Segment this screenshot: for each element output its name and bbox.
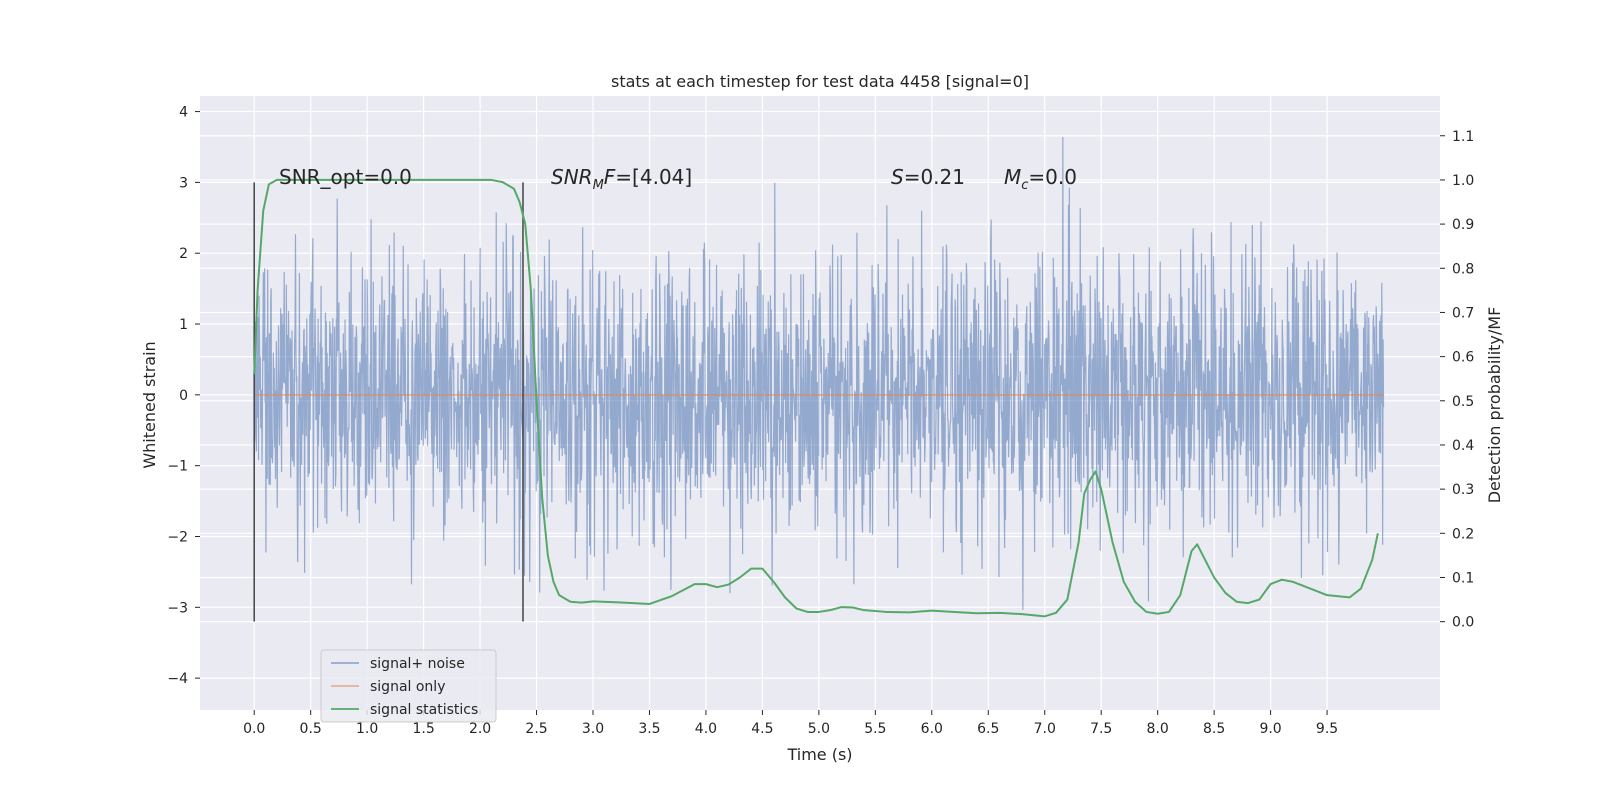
y-right-tick-label-2: 0.9 <box>1452 217 1474 233</box>
y-right-tick-label-9: 0.2 <box>1452 526 1474 542</box>
x-tick-label-9: 4.5 <box>751 721 773 737</box>
annotations: SNR_opt=0.0 SNRMF=[4.04] S=0.21 Mc=0.0 <box>279 165 1077 193</box>
y-right-tick-label-0: 1.1 <box>1452 129 1474 145</box>
legend: signal+ noise signal only signal statist… <box>320 649 497 723</box>
y-left-tick-label-2: 2 <box>179 246 188 262</box>
legend-label-signal-noise: signal+ noise <box>370 656 465 672</box>
y-right-tick-label-1: 1.0 <box>1452 173 1474 189</box>
y-right-tick-label-3: 0.8 <box>1452 261 1474 277</box>
y-right-tick-label-11: 0.0 <box>1452 615 1474 631</box>
x-tick-label-10: 5.0 <box>808 721 830 737</box>
annotation-mc: Mc=0.0 <box>1004 165 1077 193</box>
x-tick-label-1: 0.5 <box>300 721 322 737</box>
x-tick-label-3: 1.5 <box>412 721 434 737</box>
y-right-tick-label-4: 0.7 <box>1452 305 1474 321</box>
signal-statistics-line <box>253 178 1379 618</box>
y-right-axis-ticks: 1.1 1.0 0.9 0.8 0.7 0.6 0.5 0.4 0.3 0.2 0.1 0.0 <box>1440 129 1474 631</box>
annotation-s: S=0.21 <box>891 165 965 189</box>
x-tick-label-11: 5.5 <box>864 721 886 737</box>
y-right-tick-label-8: 0.3 <box>1452 482 1474 498</box>
x-tick-label-2: 1.0 <box>356 721 378 737</box>
annotation-snr-opt: SNR_opt=0.0 <box>279 165 412 189</box>
legend-label-signal-statistics: signal statistics <box>370 702 478 718</box>
x-tick-label-13: 6.5 <box>977 721 999 737</box>
y-right-tick-label-5: 0.6 <box>1452 350 1474 366</box>
x-tick-label-16: 8.0 <box>1147 721 1169 737</box>
x-tick-label-8: 4.0 <box>695 721 717 737</box>
x-axis-ticks: 0.0 0.5 1.0 1.5 2.0 2.5 3.0 3.5 4.0 4.5 5.0 5.5 6.0 6… <box>243 710 1338 737</box>
y-right-axis-label: Detection probability/MF <box>1485 307 1504 504</box>
y-left-tick-label-6: −2 <box>167 529 188 545</box>
annotation-snr-mf: SNRMF=[4.04] <box>551 165 692 193</box>
x-tick-label-15: 7.5 <box>1090 721 1112 737</box>
y-left-tick-label-4: 0 <box>179 388 188 404</box>
y-left-tick-label-8: −4 <box>167 671 188 687</box>
x-tick-label-12: 6.0 <box>921 721 943 737</box>
chart-title: stats at each timestep for test data 445… <box>611 72 1029 91</box>
x-tick-label-19: 9.5 <box>1316 721 1338 737</box>
y-right-tick-label-7: 0.4 <box>1452 438 1474 454</box>
y-left-tick-label-5: −1 <box>167 459 188 475</box>
x-tick-label-4: 2.0 <box>469 721 491 737</box>
series-signal-statistics <box>253 178 1379 618</box>
vertical-markers <box>253 182 524 622</box>
legend-box <box>320 649 497 723</box>
y-left-axis-ticks: 4 3 2 1 0 −1 −2 −3 −4 <box>167 105 200 687</box>
x-tick-label-7: 3.5 <box>638 721 660 737</box>
x-tick-label-6: 3.0 <box>582 721 604 737</box>
y-left-tick-label-7: −3 <box>167 600 188 616</box>
y-left-tick-label-3: 1 <box>179 317 188 333</box>
series-signal-noise <box>253 136 1385 610</box>
y-right-tick-label-10: 0.1 <box>1452 570 1474 586</box>
y-left-tick-label-1: 3 <box>179 175 188 191</box>
x-tick-label-18: 9.0 <box>1259 721 1281 737</box>
y-left-axis-label: Whitened strain <box>140 341 159 468</box>
y-left-tick-label-0: 4 <box>179 105 188 121</box>
signal-noise-line <box>253 136 1385 610</box>
x-tick-label-17: 8.5 <box>1203 721 1225 737</box>
x-axis-label: Time (s) <box>786 745 852 764</box>
x-tick-label-0: 0.0 <box>243 721 265 737</box>
x-tick-label-14: 7.0 <box>1034 721 1056 737</box>
legend-label-signal-only: signal only <box>370 679 445 695</box>
x-tick-label-5: 2.5 <box>525 721 547 737</box>
y-right-tick-label-6: 0.5 <box>1452 394 1474 410</box>
